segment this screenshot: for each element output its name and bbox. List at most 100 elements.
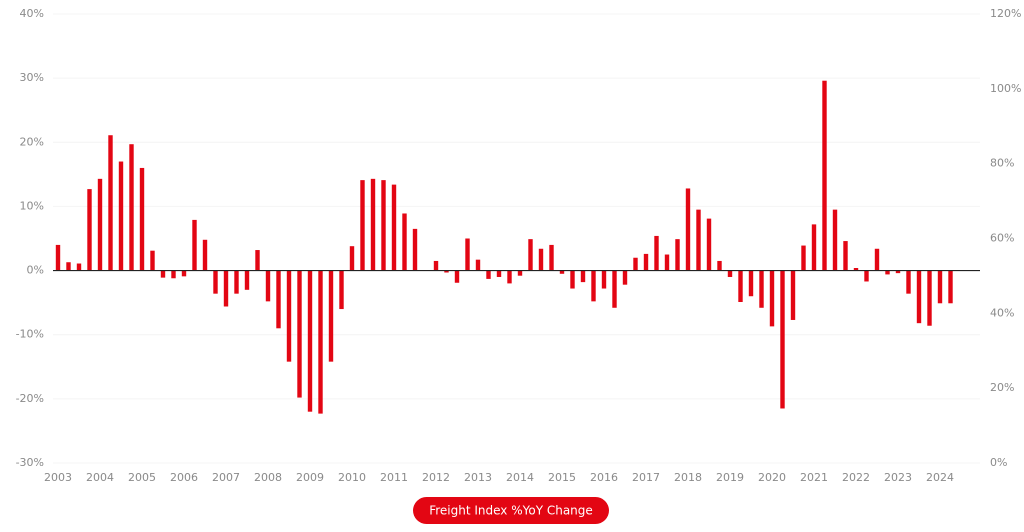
- bar: [706, 218, 712, 271]
- x-tick-label: 2014: [506, 471, 534, 484]
- bar: [801, 245, 806, 271]
- y-tick-label: 20%: [20, 135, 44, 148]
- bar: [937, 270, 943, 304]
- bar: [633, 257, 638, 271]
- x-tick-label: 2009: [296, 471, 324, 484]
- bar: [139, 167, 145, 271]
- x-tick-label: 2018: [674, 471, 702, 484]
- bar: [307, 270, 313, 412]
- bar: [528, 239, 533, 271]
- x-tick-label: 2017: [632, 471, 660, 484]
- x-tick-label: 2021: [800, 471, 828, 484]
- y-tick-label: 30%: [20, 71, 44, 84]
- bar: [87, 189, 92, 271]
- bar: [486, 270, 491, 279]
- bar: [412, 228, 418, 271]
- legend-pill: [413, 497, 609, 524]
- bar: [580, 270, 586, 283]
- bar: [339, 270, 344, 310]
- bar: [675, 239, 680, 271]
- bar: [286, 270, 292, 362]
- x-tick-label: 2019: [716, 471, 744, 484]
- y-tick-label: -30%: [16, 456, 44, 469]
- bar: [402, 213, 407, 271]
- bar: [843, 241, 848, 271]
- bar: [769, 270, 775, 327]
- bar: [66, 262, 71, 271]
- bar: [612, 270, 617, 308]
- bar: [97, 178, 103, 271]
- bar: [108, 135, 113, 271]
- bar: [570, 270, 575, 289]
- bar: [171, 270, 176, 279]
- bar: [906, 270, 911, 294]
- bar: [759, 270, 764, 308]
- bar: [55, 244, 61, 271]
- bar: [475, 259, 481, 271]
- x-tick-label: 2023: [884, 471, 912, 484]
- bar: [360, 180, 365, 271]
- bar: [454, 270, 460, 283]
- bar: [748, 270, 754, 297]
- bar: [76, 263, 82, 271]
- bar: [255, 250, 260, 271]
- x-tick-label: 2020: [758, 471, 786, 484]
- x-tick-label: 2003: [44, 471, 72, 484]
- bar: [874, 248, 880, 271]
- x-tick-label: 2007: [212, 471, 240, 484]
- bar: [213, 270, 218, 294]
- y2-tick-label: 120%: [990, 7, 1021, 20]
- x-tick-label: 2004: [86, 471, 114, 484]
- bar: [234, 270, 239, 294]
- bar: [129, 144, 134, 271]
- bar: [538, 248, 544, 271]
- bar: [444, 270, 449, 273]
- bar: [832, 209, 838, 271]
- bar: [738, 270, 743, 303]
- bar: [265, 270, 271, 302]
- bar: [622, 270, 628, 285]
- bar: [895, 270, 901, 274]
- bar: [549, 244, 554, 271]
- bar: [507, 270, 512, 284]
- x-tick-label: 2012: [422, 471, 450, 484]
- bar: [181, 270, 187, 277]
- bar: [517, 270, 523, 276]
- bar: [276, 270, 281, 329]
- bar: [297, 270, 302, 398]
- x-tick-label: 2006: [170, 471, 198, 484]
- bar: [223, 270, 229, 307]
- x-tick-label: 2011: [380, 471, 408, 484]
- bar: [822, 80, 827, 271]
- bar: [885, 270, 890, 275]
- bar: [948, 270, 953, 304]
- y2-tick-label: 100%: [990, 82, 1021, 95]
- x-tick-label: 2015: [548, 471, 576, 484]
- bar: [433, 260, 439, 271]
- bar: [192, 219, 197, 271]
- bar: [916, 270, 922, 324]
- bar: [927, 270, 932, 326]
- bar: [654, 235, 659, 271]
- y2-tick-label: 60%: [990, 232, 1014, 245]
- bar: [349, 246, 355, 271]
- bar: [696, 209, 701, 271]
- bar: [790, 270, 796, 320]
- bar: [664, 254, 670, 271]
- x-tick-label: 2005: [128, 471, 156, 484]
- y-tick-label: 0%: [27, 264, 44, 277]
- y-tick-label: -10%: [16, 328, 44, 341]
- bar: [370, 178, 376, 271]
- bar: [601, 270, 607, 289]
- bar: [328, 270, 334, 362]
- y2-tick-label: 80%: [990, 157, 1014, 170]
- bar: [160, 270, 166, 278]
- bar: [864, 270, 869, 282]
- bar: [118, 161, 124, 271]
- bar: [727, 270, 733, 277]
- bar: [643, 253, 649, 271]
- bar: [318, 270, 323, 414]
- bar: [591, 270, 596, 302]
- bar: [150, 250, 155, 271]
